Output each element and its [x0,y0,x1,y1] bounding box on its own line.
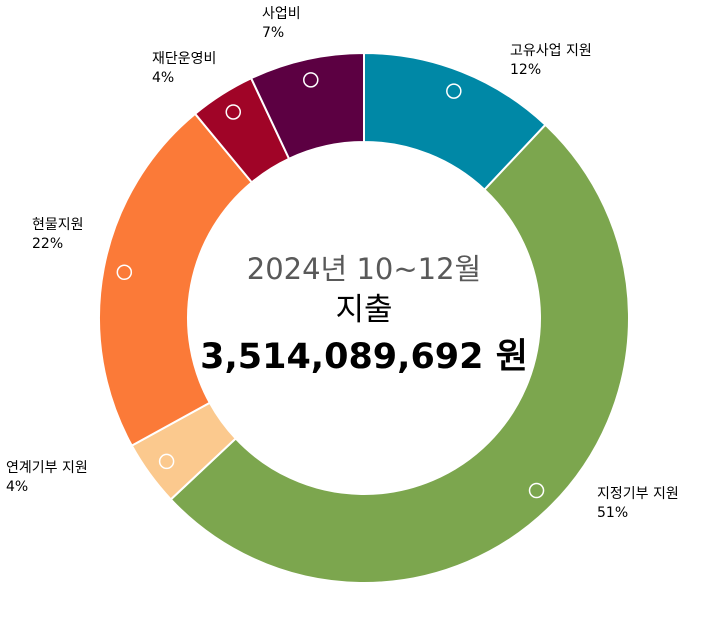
center-subtitle: 지출 [335,292,392,328]
slice-marker-재단운영비 [225,104,242,120]
slice-marker-지정기부-지원 [528,482,545,499]
slice-사업비 [249,51,365,161]
slice-marker-사업비 [303,72,319,88]
slice-marker-고유사업-지원 [446,83,462,99]
slice-percent-연계기부-지원: 4% [6,479,28,495]
slice-percent-현물지원: 22% [32,236,63,252]
donut-slices [98,51,630,584]
center-period: 2024년 10~12월 [247,252,481,286]
slice-label-현물지원: 현물지원 [32,217,84,233]
slice-marker-연계기부-지원 [158,453,175,470]
slice-percent-고유사업-지원: 12% [510,62,541,78]
slice-label-재단운영비: 재단운영비 [152,51,216,67]
slice-label-연계기부-지원: 연계기부 지원 [6,460,88,476]
slice-현물지원 [98,112,254,448]
center-total: 3,514,089,692 원 [200,337,528,377]
center-summary: 2024년 10~12월 지출 3,514,089,692 원 [200,252,528,377]
slice-label-고유사업-지원: 고유사업 지원 [510,43,592,59]
slice-percent-사업비: 7% [262,25,284,41]
slice-지정기부-지원 [169,123,630,584]
slice-marker-현물지원 [116,264,133,281]
slice-label-지정기부-지원: 지정기부 지원 [597,486,679,502]
slice-labels: 고유사업 지원 12% 지정기부 지원 51% 연계기부 지원 4% 현물지원 22% 재단운영… [6,6,679,521]
slice-label-사업비: 사업비 [262,6,301,22]
slice-percent-지정기부-지원: 51% [597,505,628,521]
slice-percent-재단운영비: 4% [152,70,174,86]
